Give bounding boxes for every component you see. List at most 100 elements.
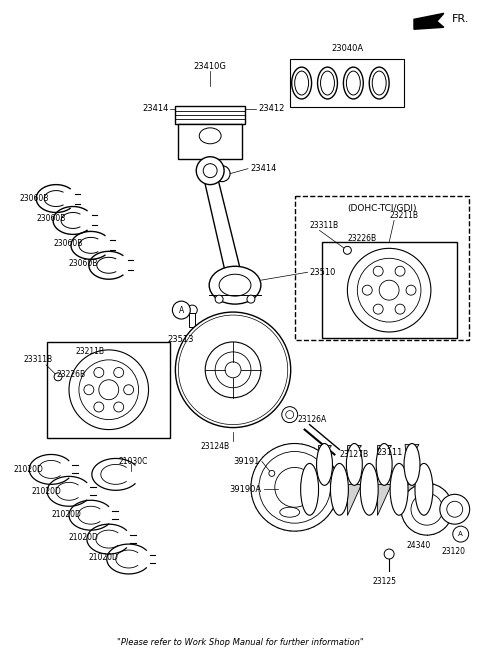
Circle shape — [286, 411, 294, 419]
Text: 23125: 23125 — [372, 577, 396, 586]
Text: 23510: 23510 — [310, 268, 336, 277]
Ellipse shape — [347, 443, 362, 486]
Text: 23410G: 23410G — [194, 62, 227, 70]
Circle shape — [187, 305, 197, 315]
Circle shape — [362, 285, 372, 295]
Ellipse shape — [347, 71, 360, 95]
Text: 23111: 23111 — [376, 449, 402, 457]
Circle shape — [406, 285, 416, 295]
Polygon shape — [377, 484, 391, 515]
Circle shape — [379, 280, 399, 300]
Ellipse shape — [209, 266, 261, 304]
Circle shape — [411, 493, 443, 525]
Text: 23124B: 23124B — [201, 442, 230, 451]
Text: (DOHC-TCI/GDI): (DOHC-TCI/GDI) — [347, 204, 417, 212]
Circle shape — [225, 362, 241, 378]
Circle shape — [114, 402, 124, 412]
Circle shape — [99, 380, 119, 399]
Circle shape — [440, 494, 469, 524]
Circle shape — [114, 367, 124, 378]
Circle shape — [275, 467, 314, 507]
Polygon shape — [318, 484, 332, 515]
Circle shape — [384, 549, 394, 559]
Circle shape — [188, 325, 278, 415]
Circle shape — [54, 373, 62, 381]
Text: 21020D: 21020D — [13, 465, 43, 474]
Circle shape — [247, 295, 255, 303]
Text: 23513: 23513 — [167, 335, 193, 344]
Circle shape — [251, 443, 338, 531]
Text: FR.: FR. — [452, 14, 469, 24]
Circle shape — [348, 248, 431, 332]
Ellipse shape — [390, 463, 408, 515]
Circle shape — [183, 320, 283, 420]
Text: 23311B: 23311B — [310, 221, 339, 230]
Ellipse shape — [295, 71, 309, 95]
Polygon shape — [318, 445, 332, 463]
Text: 23060B: 23060B — [53, 239, 83, 248]
Text: 21020D: 21020D — [51, 510, 81, 519]
Ellipse shape — [199, 128, 221, 144]
Text: 21020D: 21020D — [89, 553, 119, 562]
Text: 39191: 39191 — [233, 457, 260, 466]
Bar — [47, 342, 170, 438]
Text: 23414: 23414 — [142, 104, 168, 114]
Circle shape — [124, 385, 133, 395]
Text: 23127B: 23127B — [339, 450, 369, 459]
Bar — [175, 106, 245, 124]
Bar — [290, 59, 404, 107]
Bar — [189, 313, 195, 327]
Circle shape — [401, 484, 453, 535]
Text: 39190A: 39190A — [230, 485, 262, 494]
Circle shape — [453, 526, 468, 542]
Polygon shape — [348, 484, 361, 515]
Ellipse shape — [404, 443, 420, 486]
Text: 23211B: 23211B — [76, 348, 105, 356]
Circle shape — [373, 266, 383, 276]
Ellipse shape — [318, 67, 337, 99]
Circle shape — [395, 304, 405, 314]
Ellipse shape — [280, 507, 300, 517]
Polygon shape — [348, 445, 361, 463]
Polygon shape — [203, 175, 243, 290]
Polygon shape — [377, 445, 391, 463]
Circle shape — [282, 407, 298, 422]
Text: 23126A: 23126A — [298, 415, 327, 424]
Polygon shape — [405, 484, 419, 515]
Ellipse shape — [330, 463, 348, 515]
Circle shape — [94, 402, 104, 412]
Circle shape — [205, 342, 261, 397]
Ellipse shape — [415, 463, 433, 515]
Text: A: A — [458, 531, 463, 537]
Circle shape — [214, 166, 230, 181]
Circle shape — [357, 258, 421, 322]
Polygon shape — [405, 445, 419, 463]
Bar — [179, 124, 242, 159]
Circle shape — [179, 315, 288, 424]
Text: 23311B: 23311B — [23, 355, 52, 365]
Text: 23226B: 23226B — [56, 371, 85, 379]
Text: 23060B: 23060B — [36, 214, 66, 223]
Ellipse shape — [369, 67, 389, 99]
Circle shape — [215, 352, 251, 388]
Ellipse shape — [372, 71, 386, 95]
Circle shape — [269, 470, 275, 476]
Circle shape — [395, 266, 405, 276]
Text: 24340: 24340 — [407, 541, 431, 550]
Text: 21020D: 21020D — [31, 487, 61, 496]
Text: 23060B: 23060B — [19, 194, 48, 203]
Bar — [322, 242, 457, 338]
Circle shape — [175, 312, 291, 428]
Polygon shape — [414, 13, 444, 30]
Circle shape — [94, 367, 104, 378]
Ellipse shape — [292, 67, 312, 99]
Text: 23414: 23414 — [250, 164, 276, 173]
Ellipse shape — [343, 67, 363, 99]
Circle shape — [343, 246, 351, 254]
Ellipse shape — [219, 274, 251, 296]
Circle shape — [259, 451, 330, 523]
Text: "Please refer to Work Shop Manual for further information": "Please refer to Work Shop Manual for fu… — [117, 638, 363, 646]
Circle shape — [373, 304, 383, 314]
Circle shape — [447, 501, 463, 517]
Text: 23412: 23412 — [258, 104, 284, 114]
